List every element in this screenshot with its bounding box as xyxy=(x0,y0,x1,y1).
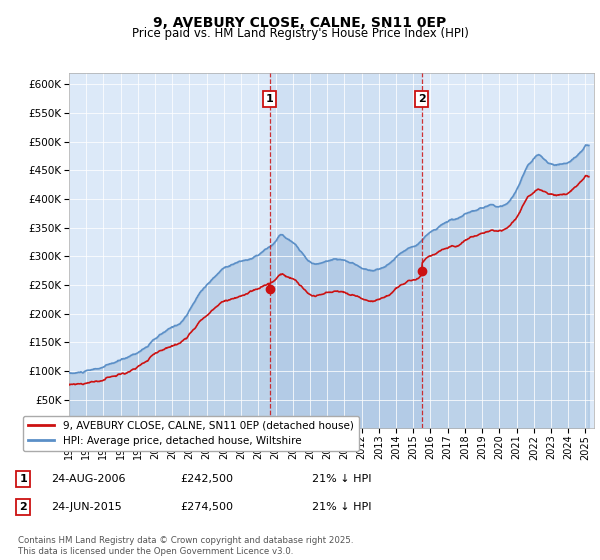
Text: £242,500: £242,500 xyxy=(180,474,233,484)
Text: 24-JUN-2015: 24-JUN-2015 xyxy=(51,502,122,512)
Text: 1: 1 xyxy=(19,474,27,484)
Text: 2: 2 xyxy=(19,502,27,512)
Text: 21% ↓ HPI: 21% ↓ HPI xyxy=(312,474,371,484)
Bar xyxy=(269,73,422,428)
Text: 24-AUG-2006: 24-AUG-2006 xyxy=(51,474,125,484)
Text: Contains HM Land Registry data © Crown copyright and database right 2025.
This d: Contains HM Land Registry data © Crown c… xyxy=(18,536,353,556)
Text: Price paid vs. HM Land Registry's House Price Index (HPI): Price paid vs. HM Land Registry's House … xyxy=(131,27,469,40)
Text: 9, AVEBURY CLOSE, CALNE, SN11 0EP: 9, AVEBURY CLOSE, CALNE, SN11 0EP xyxy=(154,16,446,30)
Text: 1: 1 xyxy=(266,94,274,104)
Text: 21% ↓ HPI: 21% ↓ HPI xyxy=(312,502,371,512)
Text: 2: 2 xyxy=(418,94,425,104)
Legend: 9, AVEBURY CLOSE, CALNE, SN11 0EP (detached house), HPI: Average price, detached: 9, AVEBURY CLOSE, CALNE, SN11 0EP (detac… xyxy=(23,416,359,451)
Text: £274,500: £274,500 xyxy=(180,502,233,512)
